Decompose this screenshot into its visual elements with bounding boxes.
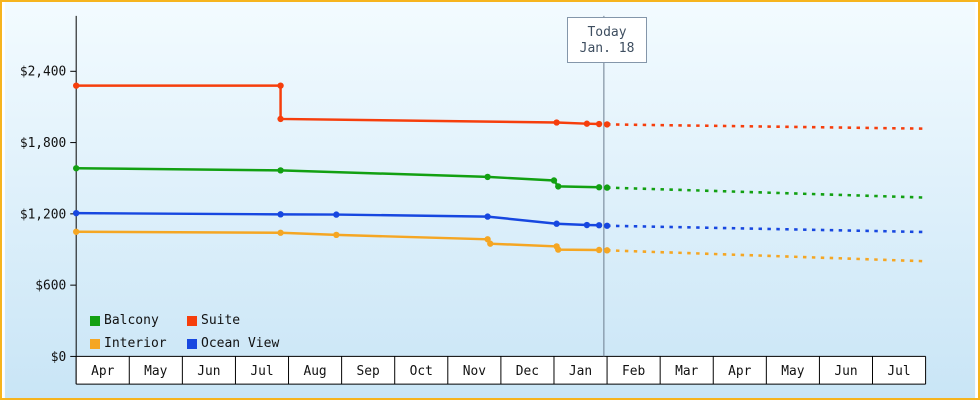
month-label: Nov [463, 364, 486, 379]
month-label: Apr [728, 364, 751, 379]
legend-swatch [90, 338, 100, 349]
x-axis-months: Apr May Jun Jul Aug Sep Oct Nov Dec Jan Feb Mar Apr M… [75, 355, 927, 385]
month-label: Sep [357, 364, 380, 379]
data-point [603, 247, 611, 254]
month-label: Feb [622, 364, 645, 379]
legend-label: Balcony [104, 313, 159, 328]
series-line [76, 167, 600, 189]
data-point [583, 120, 591, 127]
month-label: Dec [516, 364, 539, 379]
today-marker-label: Today Jan. 18 [567, 17, 648, 63]
data-point [603, 222, 611, 229]
data-point [595, 120, 603, 128]
data-point [333, 211, 340, 218]
data-point [73, 228, 80, 235]
data-point [333, 231, 340, 239]
legend-label: Interior [104, 336, 167, 351]
data-point [484, 213, 491, 220]
month-label: Jul [887, 364, 910, 379]
data-point [603, 184, 611, 191]
data-point [555, 183, 562, 190]
data-point [487, 240, 494, 247]
month-label: Aug [303, 364, 326, 379]
data-point [595, 222, 603, 229]
y-tick-label: $600 [35, 279, 66, 294]
y-axis: $0 $600 $1,200 $1,800 $2,400 [20, 15, 77, 385]
data-point [555, 246, 562, 253]
data-point [553, 220, 560, 227]
month-label: Jan [569, 364, 592, 379]
data-point [277, 115, 284, 123]
month-label: Oct [410, 364, 433, 379]
chart-background [4, 2, 976, 398]
data-point [595, 184, 603, 191]
data-point [277, 229, 284, 236]
month-label: Jun [197, 364, 220, 379]
month-label: Jul [250, 364, 273, 379]
data-point [484, 173, 491, 181]
month-label: May [781, 364, 804, 379]
legend-label: Ocean View [201, 336, 280, 351]
today-date: Jan. 18 [579, 40, 635, 56]
data-point [73, 209, 80, 217]
data-point [277, 211, 284, 218]
data-point [550, 177, 558, 184]
legend: Balcony Suite Interior Ocean View [90, 313, 279, 351]
data-point [73, 165, 80, 172]
legend-item: Suite [187, 313, 279, 328]
legend-swatch [187, 315, 197, 326]
y-tick-label: $2,400 [20, 65, 66, 80]
month-label: Mar [675, 364, 698, 379]
legend-swatch [187, 338, 197, 349]
series-interior [73, 228, 926, 263]
legend-item: Interior [90, 336, 187, 351]
y-tick-label: $0 [51, 350, 66, 365]
data-point [595, 246, 603, 254]
series-ocean-view [73, 209, 926, 234]
data-point [553, 119, 560, 126]
series-balcony [73, 165, 926, 199]
data-point [277, 82, 284, 89]
today-label: Today [587, 24, 627, 40]
month-label: Jun [834, 364, 857, 379]
data-point [603, 121, 611, 128]
y-tick-label: $1,200 [20, 207, 66, 222]
legend-item: Ocean View [187, 336, 279, 351]
legend-label: Suite [201, 313, 241, 328]
data-point [73, 82, 80, 89]
data-point [583, 221, 591, 229]
legend-item: Balcony [90, 313, 187, 328]
series-suite [73, 82, 926, 130]
month-label: May [144, 364, 167, 379]
y-tick-label: $1,800 [20, 136, 66, 151]
legend-swatch [90, 315, 100, 326]
month-label: Apr [91, 364, 114, 379]
data-point [277, 167, 284, 174]
